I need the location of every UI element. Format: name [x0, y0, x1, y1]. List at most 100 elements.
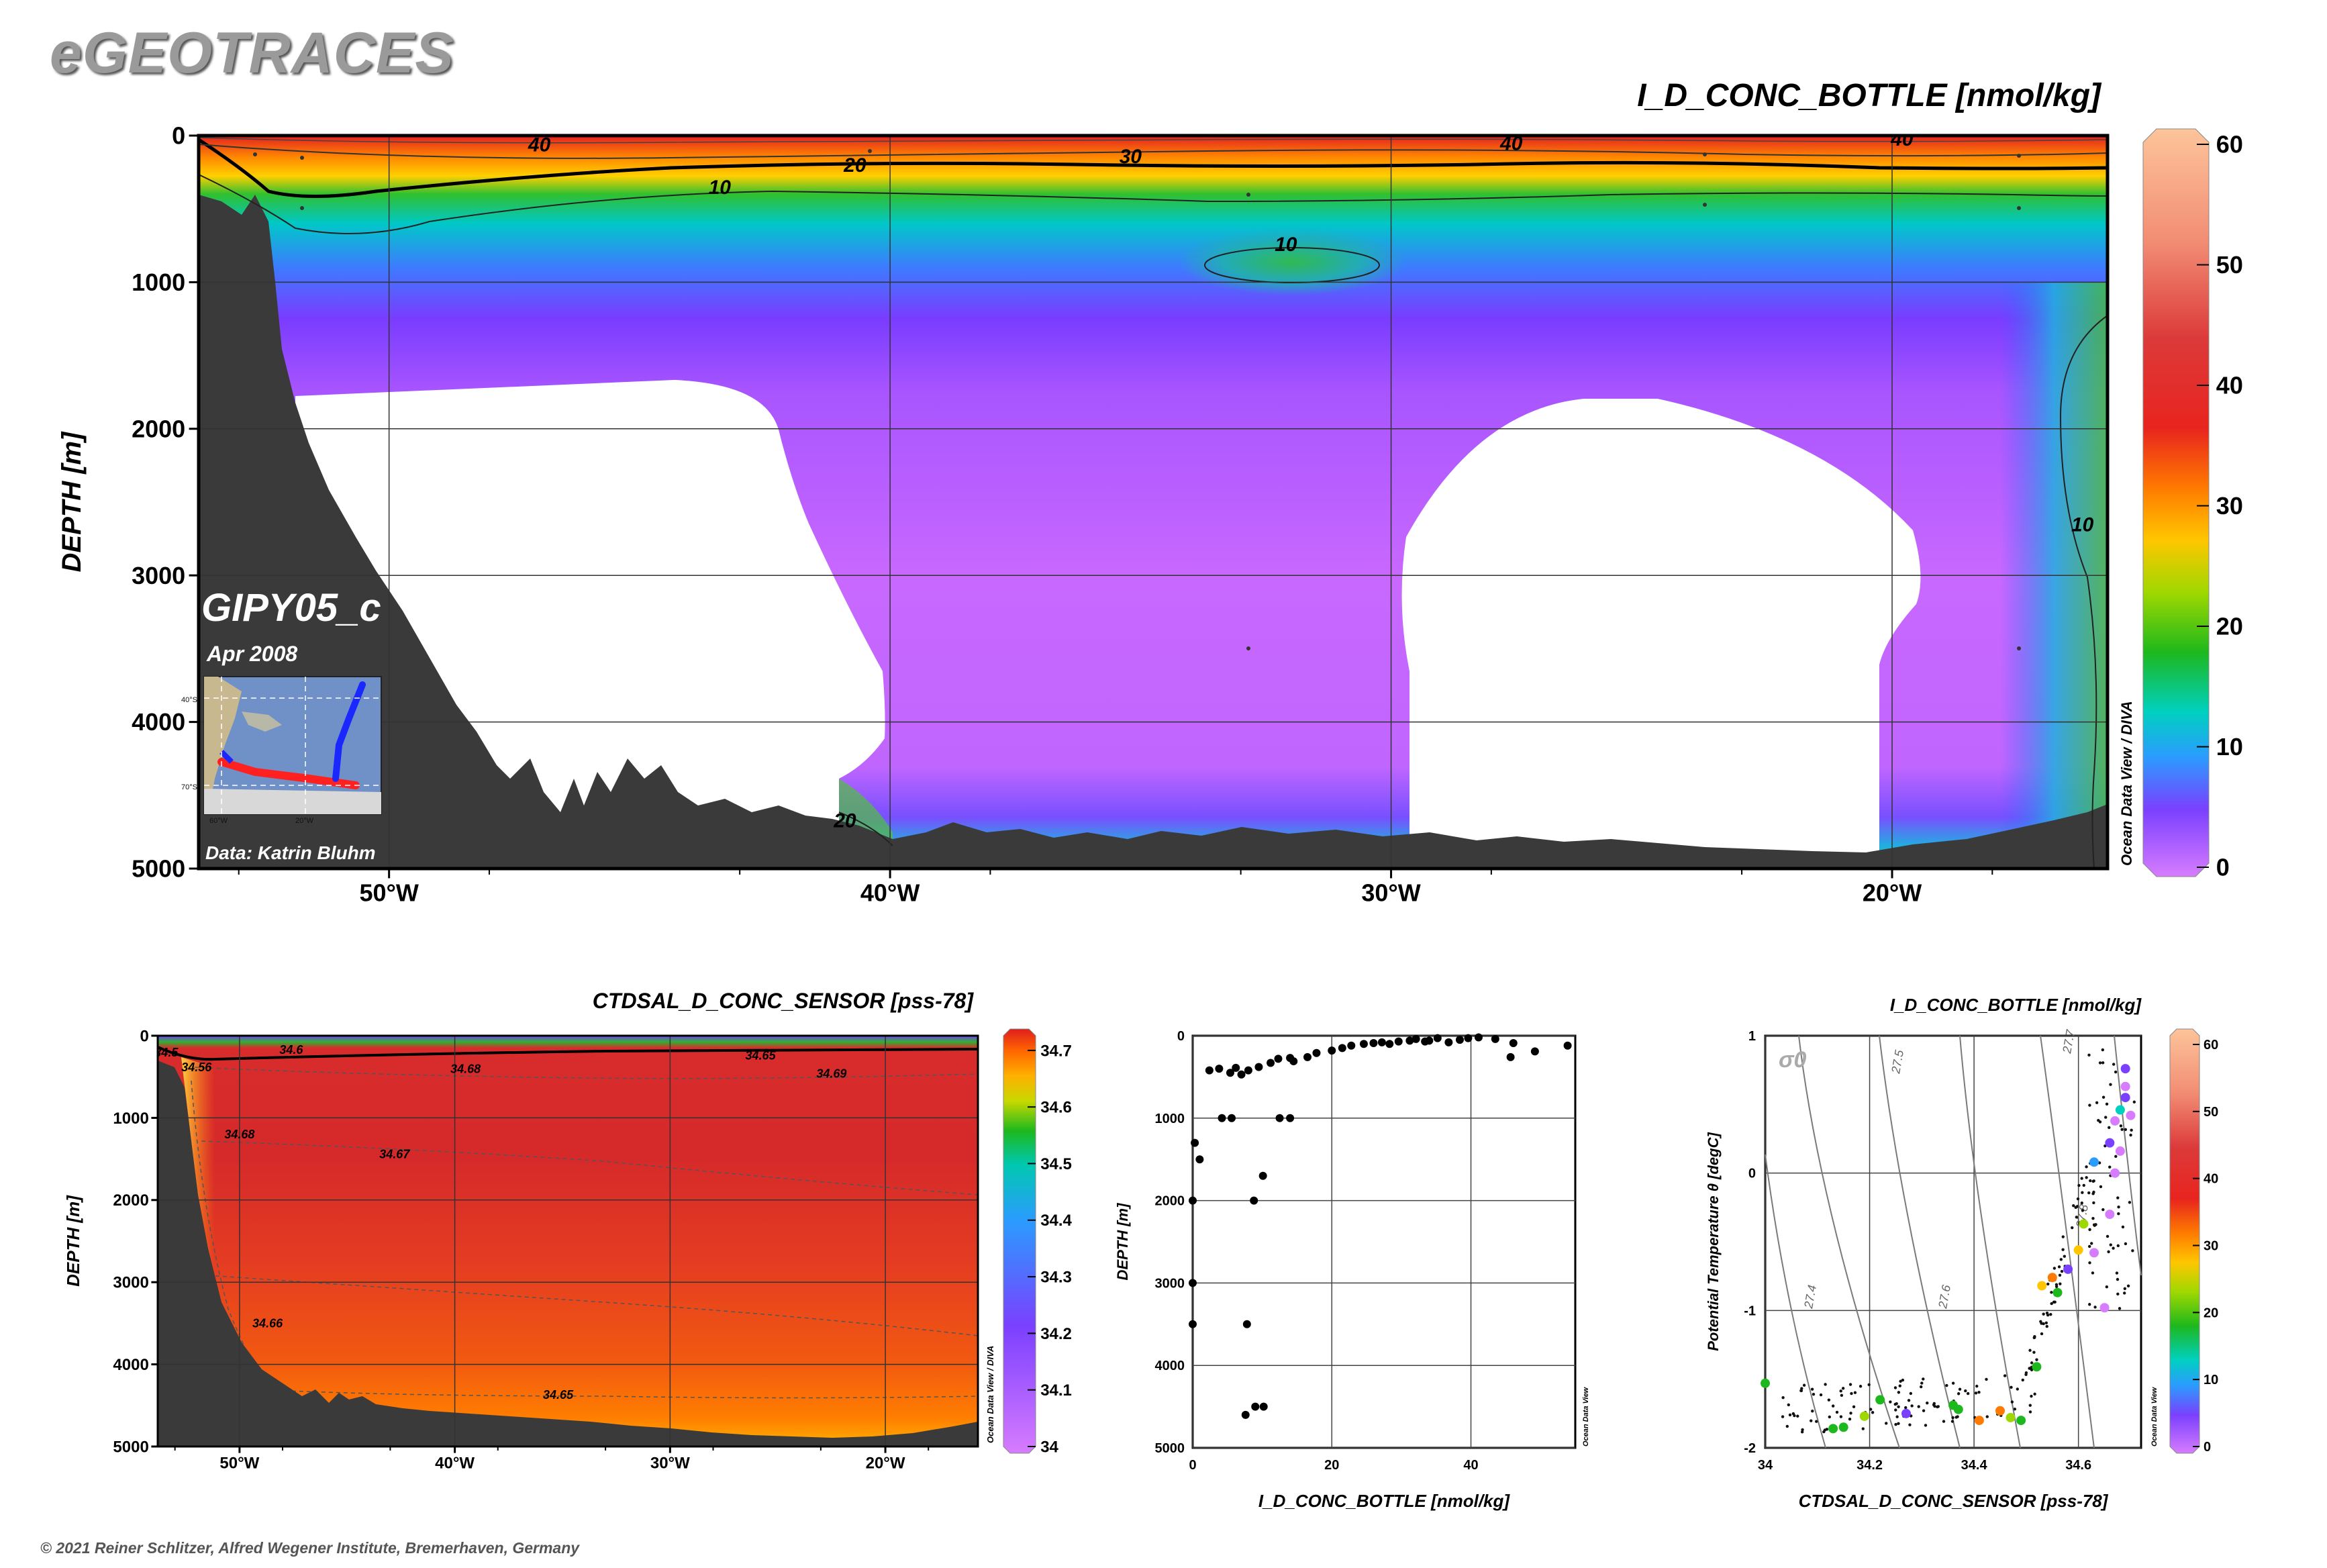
profile-xlabel: I_D_CONC_BOTTLE [nmol/kg] — [1258, 1491, 1510, 1511]
ts-small-dot — [2059, 1258, 2063, 1261]
colorbar-tick-label: 34.2 — [1040, 1325, 1072, 1343]
ts-small-dot — [1852, 1405, 1856, 1409]
x-tick-label: 20 — [1324, 1458, 1339, 1473]
ts-small-dot — [1850, 1391, 1853, 1395]
ts-point — [2079, 1219, 2089, 1229]
ts-small-dot — [2124, 1128, 2128, 1132]
ts-small-dot — [1785, 1424, 1789, 1428]
colorbar-tick-label: 34.6 — [1040, 1099, 1072, 1117]
ts-small-dot — [1958, 1387, 1962, 1391]
contour-20 — [199, 138, 2108, 198]
ts-point — [2115, 1146, 2125, 1156]
ts-point — [1901, 1408, 1911, 1418]
ts-small-dot — [2098, 1120, 2102, 1124]
ts-small-dot — [1853, 1391, 1857, 1394]
salinity-contour-labels: 34.534.56 34.6 34.68 34.65 34.69 34.68 34.67 34… — [158, 1043, 846, 1402]
ts-point — [2037, 1281, 2047, 1291]
profile-point — [1455, 1036, 1464, 1044]
ts-small-dot — [1848, 1417, 1852, 1421]
ts-small-dot — [2030, 1368, 2034, 1371]
ts-small-dot — [1907, 1399, 1911, 1402]
y-tick-label: 5000 — [132, 855, 185, 883]
ts-point — [2089, 1157, 2099, 1167]
colorbar-tick-label: 40 — [2204, 1172, 2218, 1187]
profile-point — [1412, 1034, 1420, 1043]
profile-point — [1226, 1069, 1234, 1077]
ts-small-dot — [2040, 1332, 2044, 1336]
ts-small-dot — [1956, 1415, 1959, 1418]
ts-small-dot — [2121, 1225, 2125, 1229]
data-credit: Data: Katrin Bluhm — [205, 842, 376, 863]
ts-small-dot — [1904, 1406, 1908, 1410]
ts-small-dot — [2080, 1201, 2083, 1205]
ts-small-dot — [2049, 1313, 2052, 1316]
ts-small-dot — [2095, 1101, 2099, 1105]
profile-point — [1509, 1039, 1518, 1048]
ts-small-dot — [1802, 1383, 1806, 1387]
main-ylabel: DEPTH [m] — [57, 431, 87, 573]
ts-small-dot — [1840, 1393, 1844, 1397]
ts-small-dot — [1897, 1422, 1900, 1426]
profile-point — [1228, 1114, 1236, 1122]
main-watermark: Ocean Data View / DIVA — [2118, 701, 2135, 866]
profile-point — [1258, 1171, 1267, 1180]
ts-small-dot — [1885, 1422, 1888, 1425]
profile-axes: 0 20 40 0 1000 2000 3000 4000 5000 — [1155, 1029, 1479, 1473]
contour-label: 34.65 — [543, 1388, 574, 1402]
profile-point — [1254, 1063, 1263, 1071]
ts-small-dot — [1828, 1415, 1831, 1419]
ts-small-dot — [2098, 1061, 2102, 1065]
ts-small-dot — [2061, 1235, 2065, 1238]
x-tick-label: 34.4 — [1961, 1458, 1988, 1473]
salinity-colorbar-ticks: 34 34.1 34.2 34.3 34.4 34.5 34.6 34.7 — [1028, 1042, 1073, 1456]
profile-point — [1251, 1402, 1260, 1411]
contour-10-right — [2059, 315, 2108, 869]
ts-small-dot — [1924, 1424, 1928, 1427]
ts-point — [2120, 1093, 2130, 1103]
ts-small-dot — [2032, 1351, 2036, 1354]
ts-small-dot — [2116, 1292, 2120, 1296]
ts-small-dot — [1957, 1392, 1961, 1395]
ts-small-dot — [2010, 1400, 2014, 1404]
ts-small-dot — [1951, 1381, 1955, 1385]
profile-point — [1259, 1402, 1268, 1411]
x-tick-label: 20°W — [866, 1454, 905, 1472]
ts-point — [2016, 1416, 2026, 1426]
ts-small-dot — [2132, 1100, 2136, 1104]
salinity-section-plot: 34.534.56 34.6 34.68 34.65 34.69 34.68 34.67 34… — [158, 1036, 978, 1447]
contour-label: 34.6 — [279, 1043, 303, 1057]
ts-small-dot — [2028, 1410, 2032, 1414]
contour-label: 34.68 — [224, 1128, 254, 1141]
colorbar-tick-label: 20 — [2216, 613, 2243, 640]
ts-small-dot — [1909, 1391, 1913, 1395]
y-tick-label: 3000 — [113, 1274, 148, 1292]
salinity-title: CTDSAL_D_CONC_SENSOR [pss-78] — [593, 989, 975, 1013]
ts-small-dot — [1810, 1387, 1814, 1391]
salinity-contour-surface — [158, 1046, 978, 1061]
ts-small-dot — [2028, 1367, 2031, 1370]
colorbar-tick-label: 20 — [2204, 1306, 2218, 1320]
colorbar-tick-label: 34.3 — [1040, 1268, 1072, 1286]
ts-isopycnals — [1765, 1035, 2142, 1449]
ts-small-dot — [2081, 1191, 2084, 1194]
colorbar-tick-label: 30 — [2216, 492, 2243, 520]
ts-small-dot — [1819, 1393, 1823, 1397]
ts-small-dot — [2105, 1102, 2109, 1106]
profile-point — [1275, 1114, 1284, 1122]
profile-point — [1244, 1066, 1252, 1075]
ts-small-dot — [2124, 1242, 2128, 1246]
ts-small-dot — [2092, 1201, 2095, 1205]
section-name: GIPY05_c — [201, 586, 381, 630]
ts-small-dot — [2101, 1095, 2106, 1099]
ts-point — [1838, 1422, 1848, 1432]
ts-small-dot — [1787, 1403, 1791, 1407]
ts-point — [2089, 1248, 2099, 1258]
ts-small-dot — [2035, 1358, 2038, 1361]
y-tick-label: 1000 — [113, 1110, 148, 1128]
profile-point — [1338, 1044, 1346, 1052]
salinity-ylabel: DEPTH [m] — [63, 1195, 83, 1287]
contour-20-bottom — [838, 812, 893, 846]
profile-point — [1405, 1036, 1414, 1045]
ts-small-dot — [2077, 1183, 2081, 1187]
